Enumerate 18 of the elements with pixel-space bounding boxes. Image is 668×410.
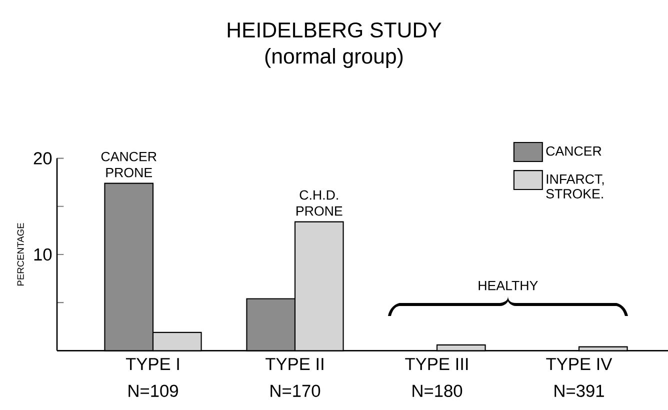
text: N=170 — [270, 384, 320, 397]
x-tick-label: TYPE II — [266, 358, 324, 370]
y-tick-label: 20 — [34, 152, 52, 164]
x-tick-label: TYPE I — [126, 358, 179, 370]
legend-label: INFARCT, STROKE. — [546, 174, 604, 198]
legend-label: CANCER — [546, 146, 602, 156]
text: N=391 — [554, 384, 604, 397]
chart-title: HEIDELBERG STUDY — [228, 22, 442, 38]
chart-subtitle: (normal group) — [265, 48, 403, 68]
text: N=180 — [412, 384, 462, 397]
x-tick-label: TYPE III — [405, 358, 468, 370]
y-tick-label: 10 — [34, 248, 52, 261]
y-axis-title: PERCENTAGE — [17, 223, 24, 286]
annotation: C.H.D. PRONE — [296, 190, 342, 216]
text: N=109 — [128, 384, 178, 397]
x-tick-label: TYPE IV — [546, 358, 612, 370]
annotation: HEALTHY — [478, 281, 538, 290]
annotation: CANCER PRONE — [101, 152, 156, 178]
